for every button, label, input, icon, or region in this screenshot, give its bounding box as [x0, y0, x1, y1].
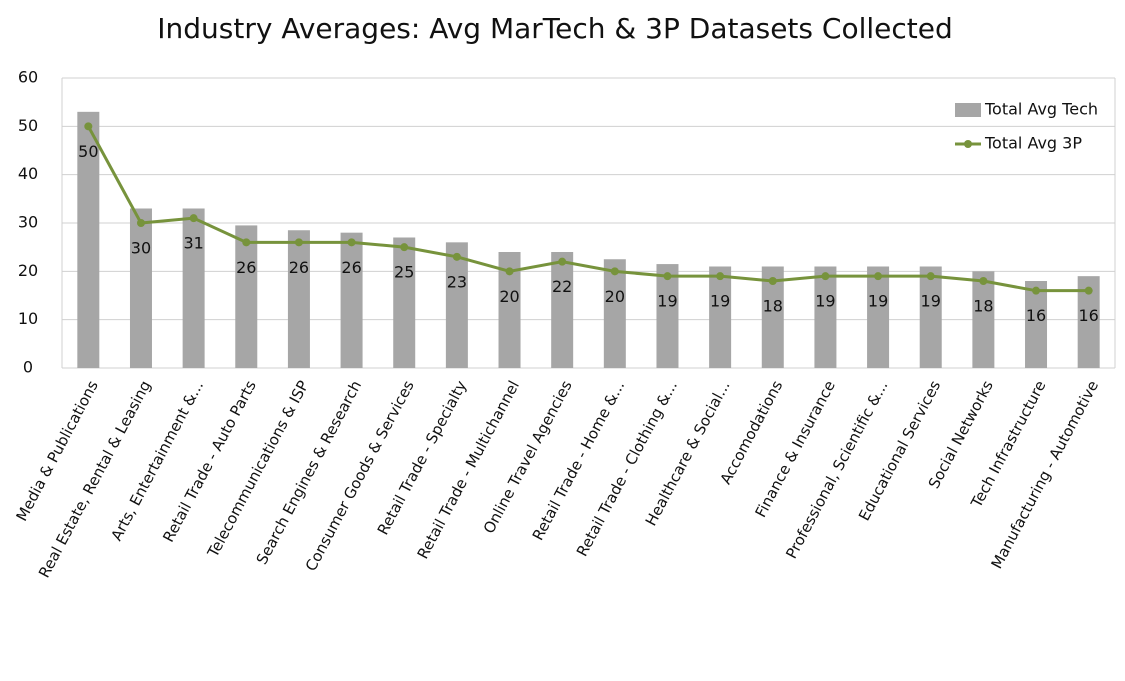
data-label: 19: [710, 292, 730, 311]
data-label: 20: [605, 287, 625, 306]
x-tick-label: Retail Trade - Clothing &...: [573, 378, 681, 560]
line-point: [1032, 286, 1041, 295]
bar: [603, 259, 626, 368]
bar: [129, 208, 152, 368]
line: [87, 125, 1089, 293]
y-tick-label: 50: [18, 116, 38, 135]
bar: [761, 266, 784, 368]
x-tick-label: Search Engines & Research: [253, 378, 365, 568]
data-label: 19: [868, 292, 888, 311]
bar: [340, 232, 363, 368]
line-point: [821, 272, 830, 281]
data-label: 16: [1078, 306, 1098, 325]
line-point: [874, 272, 883, 281]
bar: [445, 242, 468, 368]
y-tick-label: 40: [18, 164, 38, 183]
y-tick-label: 0: [23, 358, 33, 377]
data-label: 30: [131, 239, 151, 258]
y-tick-label: 20: [18, 261, 38, 280]
data-label: 50: [78, 142, 98, 161]
x-tick-label: Retail Trade - Home &...: [529, 378, 629, 544]
x-tick-label: Retail Trade - Multichannel: [414, 378, 523, 562]
y-tick-label: 60: [18, 68, 38, 87]
data-label: 23: [447, 272, 467, 291]
data-label: 18: [763, 297, 783, 316]
chart-title: Industry Averages: Avg MarTech & 3P Data…: [157, 12, 952, 45]
x-tick-label: Telecommunications & ISP: [203, 378, 312, 562]
legend-label: Total Avg 3P: [984, 134, 1082, 153]
y-tick-label: 30: [18, 213, 38, 232]
y-tick-label: 10: [18, 309, 38, 328]
line-point: [926, 272, 935, 281]
data-label: 26: [341, 258, 361, 277]
bar: [867, 266, 890, 368]
line-point: [347, 238, 356, 247]
legend-swatch: [964, 140, 972, 148]
line-point: [979, 277, 988, 285]
legend-swatch: [955, 103, 981, 117]
line-point: [242, 238, 251, 247]
x-tick-label: Retail Trade - Auto Parts: [159, 377, 260, 545]
data-label: 19: [815, 292, 835, 311]
bar: [393, 237, 416, 368]
bar: [551, 252, 574, 368]
x-tick-label: Professional, Scientific &...: [782, 378, 891, 562]
bar: [77, 111, 100, 368]
data-label: 31: [183, 234, 203, 253]
data-label: 26: [236, 258, 256, 277]
x-tick-label: Consumer Goods & Services: [302, 377, 418, 574]
bar: [656, 264, 679, 368]
line-point: [400, 243, 409, 252]
data-label: 25: [394, 263, 414, 282]
line-point: [136, 219, 145, 227]
data-label: 18: [973, 297, 993, 316]
bar: [235, 225, 258, 368]
bar: [1077, 276, 1100, 368]
line-point: [294, 238, 303, 247]
line-point: [558, 257, 567, 266]
data-label: 19: [657, 292, 677, 311]
line-point: [716, 272, 725, 281]
bar: [919, 266, 942, 368]
bar: [182, 208, 205, 368]
data-label: 16: [1026, 306, 1046, 325]
bar: [287, 230, 310, 368]
data-label: 19: [921, 292, 941, 311]
x-tick-label: Manufacturing - Automotive: [988, 378, 1103, 572]
bar: [1025, 281, 1048, 368]
line-point: [189, 214, 198, 223]
bar: [498, 252, 521, 368]
x-tick-label: Arts, Entertainment &...: [107, 378, 207, 544]
line-point: [663, 272, 672, 281]
line-point: [505, 267, 514, 276]
line-point: [452, 252, 461, 261]
bar: [814, 266, 837, 368]
bar: [709, 266, 732, 368]
line-point: [84, 122, 93, 131]
data-label: 20: [499, 287, 519, 306]
data-label: 22: [552, 277, 572, 296]
line-point: [610, 267, 619, 276]
bar: [972, 271, 995, 368]
legend-label: Total Avg Tech: [984, 100, 1098, 119]
line-point: [1084, 286, 1093, 295]
line-point: [768, 277, 777, 285]
data-label: 26: [289, 258, 309, 277]
